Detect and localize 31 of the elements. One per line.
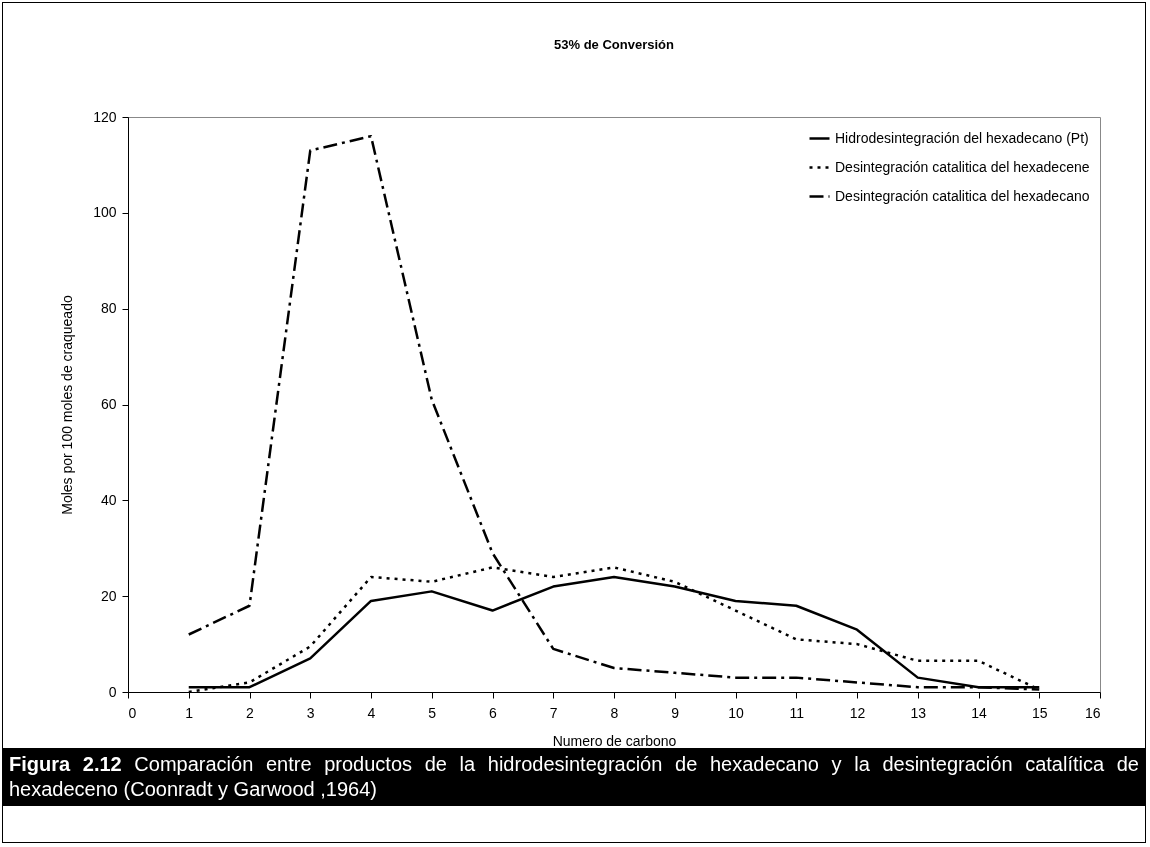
- x-tick-label: 12: [849, 704, 866, 721]
- x-tick-label: 14: [971, 704, 987, 721]
- y-tick-label: 20: [100, 587, 117, 604]
- y-tick-label: 120: [93, 108, 117, 125]
- y-tick-label: 60: [100, 396, 117, 412]
- x-tick-label: 1: [185, 704, 194, 721]
- x-tick-label: 6: [489, 704, 498, 721]
- x-tick-label: 13: [910, 704, 927, 721]
- x-tick-label: 5: [428, 704, 437, 721]
- x-tick-label: 0: [128, 704, 137, 721]
- legend-label: Desintegración catalitica del hexadecano: [835, 187, 1090, 204]
- y-axis-title: Moles por 100 moles de craqueado: [59, 295, 76, 515]
- text: Figura 2.12 Comparación entre productos de la hidrodesintegración de hexadecano y la desintegración catalítica de hexadeceno (Coonradt y Garwood ,1964): [9, 753, 1139, 800]
- x-tick-label: 9: [671, 704, 680, 721]
- chart-title: 53% de Conversión: [554, 37, 675, 52]
- x-tick-label: 4: [367, 704, 376, 721]
- y-tick-label: 100: [93, 204, 117, 221]
- legend-label: Hidrodesintegración del hexadecano (Pt): [835, 129, 1089, 146]
- x-axis-title: Numero de carbono: [552, 732, 677, 749]
- y-tick-label: 80: [100, 300, 117, 317]
- legend-label: Desintegración catalitica del hexadecene: [835, 158, 1090, 175]
- x-tick-label: 8: [610, 704, 619, 721]
- x-tick-label: 15: [1031, 704, 1048, 721]
- x-tick-label: 3: [306, 704, 315, 721]
- y-tick-label: 40: [100, 491, 117, 508]
- x-tick-label: 16: [1084, 704, 1101, 721]
- x-tick-label: 2: [246, 704, 255, 721]
- x-tick-label: 10: [728, 704, 744, 721]
- y-tick-label: 0: [108, 683, 117, 700]
- x-tick-label: 11: [789, 704, 805, 721]
- x-tick-label: 7: [549, 704, 558, 721]
